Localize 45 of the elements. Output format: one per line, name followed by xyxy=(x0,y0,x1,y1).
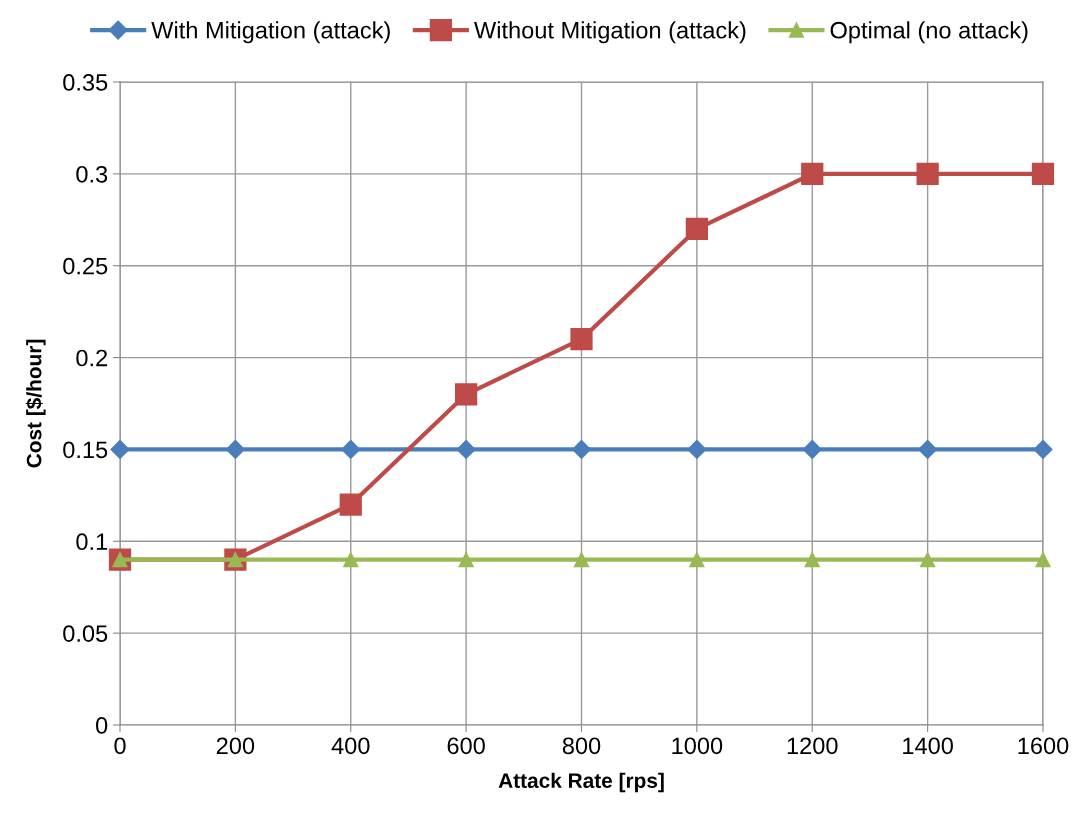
point xyxy=(687,439,707,459)
y-tick-label: 0.25 xyxy=(63,257,108,275)
legend-label: Optimal (no attack) xyxy=(830,21,1028,44)
x-tick-label: 1600 xyxy=(1018,737,1069,755)
point xyxy=(225,439,245,459)
point xyxy=(341,439,361,459)
legend-label: Without Mitigation (attack) xyxy=(474,21,746,44)
point xyxy=(571,439,592,459)
y-tick-label: 0.15 xyxy=(63,441,108,459)
x-tick-label: 0 xyxy=(114,737,126,755)
x-tick-label: 1400 xyxy=(903,737,953,755)
y-tick-label: 0.3 xyxy=(76,165,108,183)
point xyxy=(456,439,476,459)
point xyxy=(919,552,936,568)
x-tick-label: 1000 xyxy=(672,737,723,755)
y-tick-label: 0 xyxy=(95,717,108,734)
point xyxy=(918,439,938,459)
point xyxy=(689,552,705,568)
point xyxy=(685,217,708,241)
point xyxy=(570,328,593,351)
x-tick-label: 600 xyxy=(447,737,485,755)
point xyxy=(802,439,822,459)
point xyxy=(110,439,130,459)
point xyxy=(343,552,359,568)
x-tick-label: 1200 xyxy=(787,737,838,755)
point xyxy=(916,162,939,185)
x-tick-label: 800 xyxy=(562,737,601,755)
point xyxy=(804,552,820,568)
point xyxy=(458,552,474,568)
point xyxy=(1031,162,1055,185)
legend-label: With Mitigation (attack) xyxy=(151,21,390,44)
x-tick-label: 200 xyxy=(216,737,255,755)
point xyxy=(801,162,824,185)
point xyxy=(573,552,590,568)
y-tick-label: 0.05 xyxy=(63,625,108,642)
y-tick-label: 0.2 xyxy=(76,349,108,367)
x-tick-label: 400 xyxy=(331,737,370,755)
x-axis-title: Attack Rate [rps] xyxy=(498,772,664,793)
y-axis-title: Cost [$/hour] xyxy=(25,339,46,468)
point xyxy=(1033,439,1053,459)
point xyxy=(1035,552,1051,568)
y-tick-label: 0.1 xyxy=(76,533,108,551)
point xyxy=(455,383,478,406)
y-tick-label: 0.35 xyxy=(63,74,108,91)
point xyxy=(339,493,362,516)
